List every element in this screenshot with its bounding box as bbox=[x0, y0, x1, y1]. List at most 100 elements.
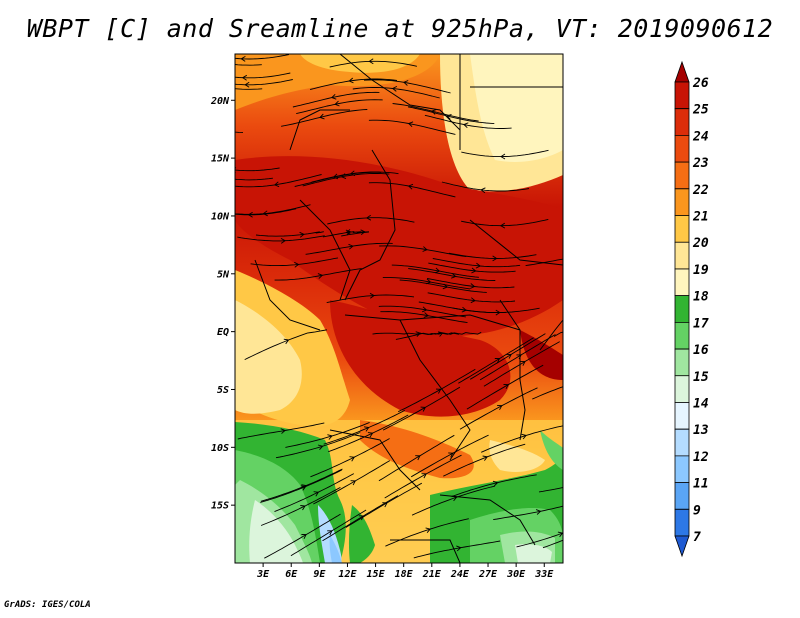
colorbar-swatch bbox=[674, 428, 690, 457]
streamline bbox=[382, 386, 461, 431]
streamline bbox=[542, 539, 563, 549]
streamline-arrow bbox=[422, 246, 428, 252]
colorbar-swatch bbox=[674, 268, 690, 297]
streamline bbox=[481, 425, 563, 453]
colorbar-swatch bbox=[674, 60, 690, 83]
streamline-arrow bbox=[300, 485, 307, 491]
streamline bbox=[461, 218, 549, 227]
streamline-arrow bbox=[241, 74, 248, 81]
streamline bbox=[424, 114, 512, 129]
streamline bbox=[379, 245, 467, 258]
streamline bbox=[493, 505, 563, 521]
streamline-arrow bbox=[368, 58, 374, 65]
streamline-arrow bbox=[365, 214, 372, 221]
colorbar-label: 11 bbox=[693, 477, 709, 492]
lat-tick-label: 20N bbox=[210, 96, 230, 107]
colorbar-label: 16 bbox=[693, 343, 709, 358]
streamline-arrow bbox=[283, 338, 290, 345]
streamline bbox=[368, 119, 456, 135]
streamline-arrow bbox=[317, 444, 324, 450]
streamline-arrow bbox=[475, 262, 482, 269]
streamline bbox=[260, 468, 343, 502]
streamline bbox=[322, 231, 351, 238]
lat-tick-label: EQ bbox=[217, 327, 229, 338]
colorbar-swatch bbox=[674, 241, 690, 270]
lon-tick-label: 18E bbox=[395, 569, 414, 580]
streamline bbox=[516, 532, 563, 548]
streamline-arrow bbox=[382, 502, 388, 508]
colorbar-label: 22 bbox=[692, 183, 709, 198]
lon-tick-label: 27E bbox=[478, 569, 498, 580]
streamline-arrow bbox=[294, 261, 300, 268]
streamline bbox=[363, 79, 451, 94]
streamline-arrow bbox=[463, 122, 469, 129]
colorbar-swatch bbox=[674, 508, 690, 537]
lat-tick-label: 15N bbox=[211, 154, 230, 165]
colorbar-label: 7 bbox=[693, 530, 701, 545]
streamline-arrow bbox=[280, 238, 286, 244]
colorbar-swatch bbox=[674, 375, 690, 403]
colorbar-label: 20 bbox=[692, 236, 709, 251]
streamline-arrow bbox=[407, 121, 414, 128]
streamline bbox=[391, 264, 479, 278]
streamline bbox=[341, 231, 369, 237]
streamline bbox=[395, 331, 482, 340]
colorbar-swatch bbox=[674, 321, 690, 350]
streamline bbox=[294, 171, 382, 187]
streamline-arrow bbox=[407, 183, 414, 190]
streamline-arrow bbox=[535, 509, 542, 515]
streamline bbox=[237, 235, 325, 242]
colorbar-label: 26 bbox=[692, 76, 709, 91]
lon-tick-label: 33E bbox=[534, 569, 554, 580]
lon-tick-label: 6E bbox=[285, 569, 298, 580]
streamline bbox=[309, 78, 398, 90]
streamline-arrow bbox=[332, 173, 339, 180]
colorbar-swatch bbox=[674, 295, 690, 323]
lon-tick-label: 30E bbox=[506, 569, 526, 580]
lon-tick-label: 12E bbox=[338, 569, 357, 580]
streamline-arrow bbox=[499, 222, 506, 229]
colorbar-swatch bbox=[674, 482, 690, 510]
colorbar-label: 21 bbox=[692, 210, 709, 225]
streamline-arrow bbox=[516, 354, 522, 360]
lon-tick-label: 24E bbox=[450, 569, 470, 580]
streamline-arrow bbox=[301, 534, 307, 540]
colorbar-label: 23 bbox=[692, 156, 709, 171]
streamline bbox=[384, 454, 462, 499]
streamline bbox=[466, 364, 544, 410]
colorbar-swatch bbox=[674, 215, 690, 243]
streamline-arrow bbox=[480, 187, 486, 194]
streamline bbox=[250, 257, 339, 267]
streamline-arrow bbox=[334, 100, 340, 107]
streamline-arrow bbox=[430, 109, 437, 115]
streamline bbox=[285, 421, 370, 448]
streamline bbox=[352, 87, 440, 99]
streamline-arrow bbox=[470, 297, 476, 304]
streamline-arrow bbox=[350, 480, 357, 486]
streamline-arrow bbox=[434, 267, 441, 274]
streamline-arrow bbox=[422, 306, 428, 313]
streamline bbox=[235, 208, 297, 216]
streamline-arrow bbox=[369, 292, 375, 299]
streamline-arrow bbox=[482, 455, 488, 461]
streamline bbox=[328, 414, 409, 453]
lat-tick-label: 5S bbox=[217, 385, 229, 396]
streamline bbox=[296, 99, 383, 115]
streamline-arrow bbox=[300, 505, 306, 511]
colorbar-label: 18 bbox=[693, 290, 709, 305]
streamline-arrow bbox=[448, 452, 454, 458]
lon-tick-label: 9E bbox=[313, 569, 326, 580]
lon-tick-label: 21E bbox=[422, 569, 442, 580]
streamline bbox=[235, 64, 262, 66]
streamline bbox=[378, 434, 455, 482]
streamline bbox=[281, 109, 368, 127]
latitude-labels: 20N 15N 10N 5N EQ 5S 10S 15S bbox=[210, 96, 235, 512]
lat-tick-label: 5N bbox=[217, 269, 230, 280]
streamline-arrow bbox=[415, 455, 421, 461]
colorbar-label: 17 bbox=[693, 316, 709, 331]
colorbar-label: 9 bbox=[693, 503, 701, 518]
streamline-arrow bbox=[244, 81, 250, 88]
streamlines bbox=[235, 54, 563, 559]
streamline-arrow bbox=[327, 434, 333, 440]
